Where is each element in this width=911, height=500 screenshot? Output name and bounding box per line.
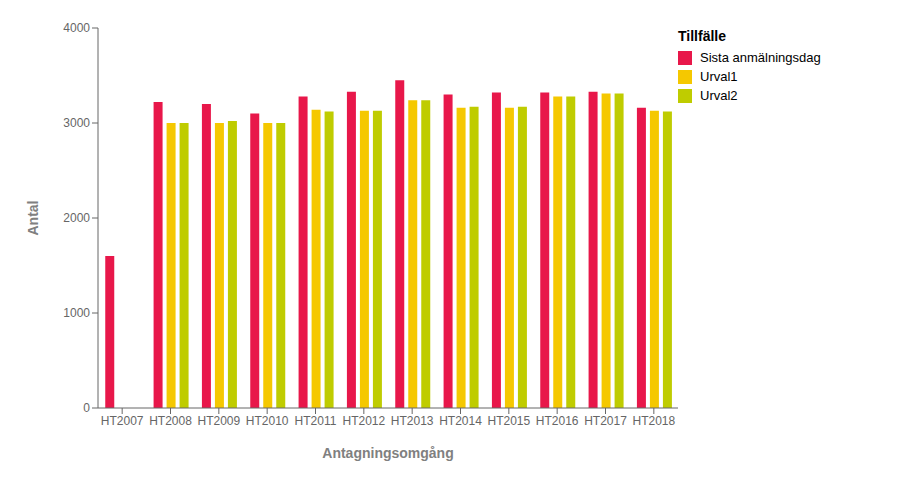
svg-text:HT2012: HT2012 (342, 414, 385, 428)
svg-text:HT2017: HT2017 (584, 414, 627, 428)
svg-text:HT2013: HT2013 (391, 414, 434, 428)
svg-text:HT2014: HT2014 (439, 414, 482, 428)
svg-text:HT2015: HT2015 (487, 414, 530, 428)
svg-text:1000: 1000 (63, 306, 90, 320)
svg-text:HT2008: HT2008 (149, 414, 192, 428)
svg-text:2000: 2000 (63, 211, 90, 225)
svg-text:0: 0 (83, 401, 90, 415)
svg-text:HT2010: HT2010 (246, 414, 289, 428)
html-text:Urval2: Urval2 (700, 88, 738, 103)
svg-text:HT2018: HT2018 (632, 414, 675, 428)
svg-text:Antal: Antal (25, 201, 41, 236)
svg-text:Antagningsomgång: Antagningsomgång (322, 445, 453, 461)
svg-text:HT2009: HT2009 (197, 414, 240, 428)
svg-text:3000: 3000 (63, 116, 90, 130)
svg-text:4000: 4000 (63, 21, 90, 35)
svg-text:HT2011: HT2011 (295, 414, 337, 428)
html-text:Sista anmälningsdag: Sista anmälningsdag (700, 50, 821, 65)
html-text:Tillfälle: Tillfälle (678, 28, 726, 44)
svg-text:HT2007: HT2007 (101, 414, 144, 428)
svg-text:HT2016: HT2016 (536, 414, 579, 428)
html-text:Urval1: Urval1 (700, 69, 738, 84)
